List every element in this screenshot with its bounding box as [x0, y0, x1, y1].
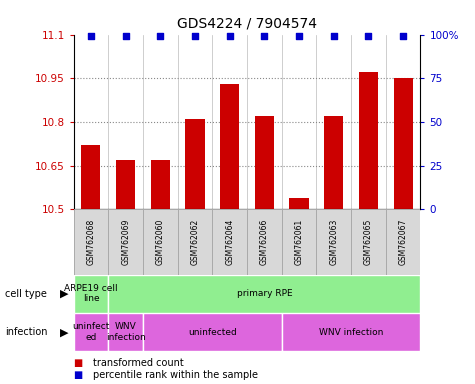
Bar — [282, 313, 420, 351]
Text: cell type: cell type — [5, 289, 47, 299]
Bar — [74, 313, 108, 351]
Text: GSM762064: GSM762064 — [225, 219, 234, 265]
Text: percentile rank within the sample: percentile rank within the sample — [93, 370, 257, 380]
Text: WNV
infection: WNV infection — [106, 323, 145, 342]
Point — [330, 33, 337, 40]
Text: ■: ■ — [74, 358, 83, 368]
Bar — [143, 313, 282, 351]
Point — [365, 33, 372, 40]
Text: ▶: ▶ — [60, 327, 68, 337]
Point — [261, 33, 268, 40]
Bar — [143, 209, 178, 275]
Text: transformed count: transformed count — [93, 358, 183, 368]
Bar — [81, 145, 101, 209]
Bar — [108, 209, 143, 275]
Bar — [282, 209, 316, 275]
Bar — [178, 209, 212, 275]
Bar — [393, 78, 413, 209]
Text: ■: ■ — [74, 370, 83, 380]
Text: GSM762061: GSM762061 — [294, 219, 304, 265]
Bar — [212, 209, 247, 275]
Bar — [316, 209, 351, 275]
Bar — [255, 116, 274, 209]
Text: ▶: ▶ — [60, 289, 68, 299]
Text: GSM762069: GSM762069 — [121, 219, 130, 265]
Point — [87, 33, 95, 40]
Point — [191, 33, 199, 40]
Text: uninfect
ed: uninfect ed — [72, 323, 110, 342]
Bar — [74, 275, 108, 313]
Text: uninfected: uninfected — [188, 328, 237, 337]
Text: GSM762060: GSM762060 — [156, 219, 165, 265]
Text: WNV infection: WNV infection — [319, 328, 383, 337]
Text: GSM762068: GSM762068 — [86, 219, 95, 265]
Title: GDS4224 / 7904574: GDS4224 / 7904574 — [177, 17, 317, 31]
Point — [295, 33, 303, 40]
Text: GSM762067: GSM762067 — [399, 219, 408, 265]
Bar — [116, 160, 135, 209]
Bar — [185, 119, 205, 209]
Bar — [351, 209, 386, 275]
Text: GSM762065: GSM762065 — [364, 219, 373, 265]
Bar — [247, 209, 282, 275]
Bar — [324, 116, 343, 209]
Bar — [359, 73, 378, 209]
Bar — [74, 209, 108, 275]
Text: infection: infection — [5, 327, 47, 337]
Point — [399, 33, 407, 40]
Text: GSM762062: GSM762062 — [190, 219, 200, 265]
Bar — [289, 198, 309, 209]
Point — [122, 33, 129, 40]
Text: GSM762066: GSM762066 — [260, 219, 269, 265]
Bar — [220, 84, 239, 209]
Text: GSM762063: GSM762063 — [329, 219, 338, 265]
Bar — [386, 209, 420, 275]
Text: primary RPE: primary RPE — [237, 289, 292, 298]
Point — [226, 33, 234, 40]
Text: ARPE19 cell
line: ARPE19 cell line — [64, 284, 118, 303]
Bar — [108, 313, 143, 351]
Point — [156, 33, 164, 40]
Bar — [151, 160, 170, 209]
